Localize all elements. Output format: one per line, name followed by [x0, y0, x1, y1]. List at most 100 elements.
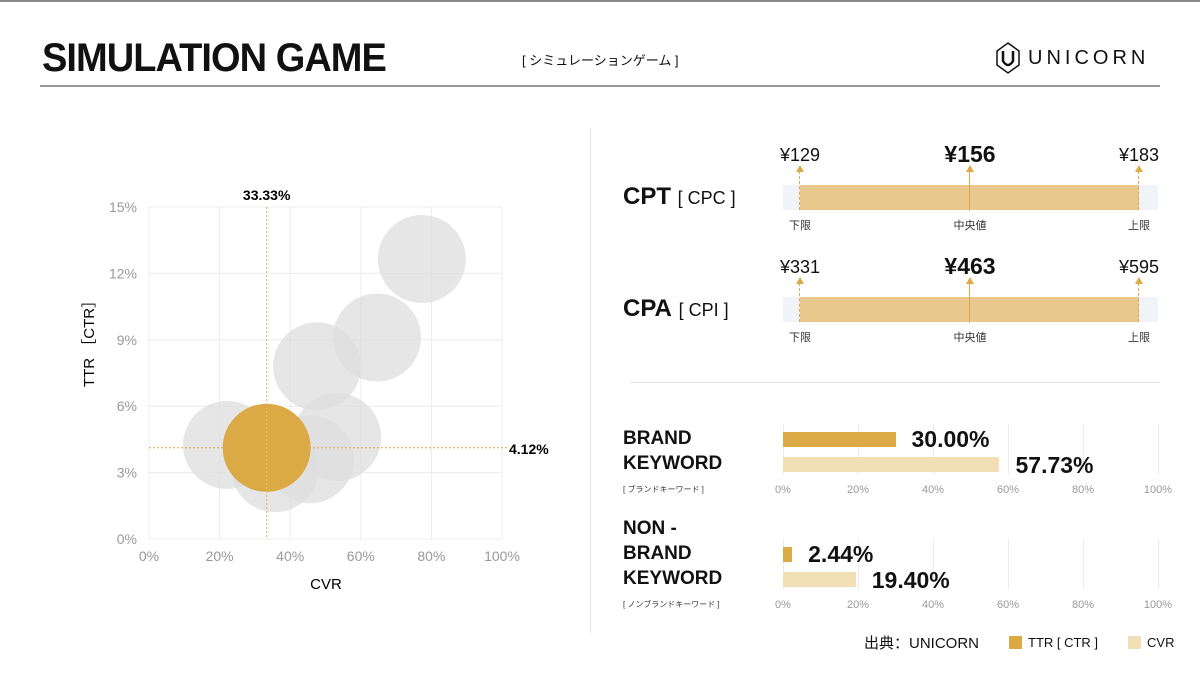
metric-sub: [ CPC ]: [677, 188, 736, 208]
arrow-up-icon: [796, 165, 804, 172]
range-label-high: 上限: [1128, 220, 1150, 232]
metric-name: CPT: [623, 183, 671, 210]
bar-tick-label: 100%: [1143, 599, 1173, 611]
bar-tick-label: 100%: [1143, 484, 1173, 496]
bar-gridline: [783, 539, 784, 589]
keyword-title-line: BRAND: [623, 428, 692, 449]
y-tick-label: 0%: [117, 531, 137, 547]
bar-gridline: [783, 424, 784, 474]
keyword-subtitle: [ ブランドキーワード ]: [623, 485, 704, 494]
bar-gridline: [858, 539, 859, 589]
bar-tick-label: 20%: [846, 599, 870, 611]
bubble: [377, 215, 466, 304]
bar-tick-label: 60%: [996, 484, 1020, 496]
range-value-mid: ¥156: [944, 141, 996, 167]
bar-tick-label: 80%: [1071, 484, 1095, 496]
page-subtitle: [ シミュレーションゲーム ]: [522, 53, 679, 68]
keyword-title: BRAND KEYWORD: [623, 426, 722, 476]
bar-gridline: [1158, 539, 1159, 589]
keyword-title: NON - BRAND KEYWORD: [623, 516, 722, 591]
range-label-mid: 中央値: [953, 220, 987, 232]
range-value-mid: ¥463: [944, 253, 996, 279]
range-label-low: 下限: [789, 332, 811, 344]
legend-swatch-ttr: [1009, 636, 1022, 649]
bubble-chart: 0% 20% 40% 60% 80% 100% 0% 3% 6% 9% 12% 15% 33.33% 4.…: [81, 187, 549, 593]
bar-gridline: [1008, 539, 1009, 589]
x-tick-label: 20%: [206, 548, 234, 564]
metric-label: CPA [ CPI ]: [623, 295, 729, 323]
y-tick-label: 6%: [117, 398, 137, 414]
arrow-up-icon: [966, 165, 974, 172]
x-axis-label: CVR: [310, 576, 342, 593]
bar-tick-label: 0%: [775, 484, 791, 496]
bar-cvr-label: 57.73%: [1015, 452, 1094, 478]
bar-tick-label: 20%: [846, 484, 870, 496]
bar-tick-label: 60%: [996, 599, 1020, 611]
y-tick-label: 15%: [109, 199, 137, 215]
arrow-up-icon: [1135, 165, 1143, 172]
x-tick-label: 0%: [139, 548, 159, 564]
x-tick-label: 60%: [347, 548, 375, 564]
bar-gridline: [1158, 424, 1159, 474]
bar-gridline: [933, 424, 934, 474]
range-label-low: 下限: [789, 220, 811, 232]
range-marker-low: [799, 171, 800, 210]
metric-name: CPA: [623, 295, 672, 322]
highlight-y-label: 4.12%: [509, 441, 549, 457]
x-tick-label: 40%: [276, 548, 304, 564]
arrow-up-icon: [966, 277, 974, 284]
range-label-mid: 中央値: [953, 332, 987, 344]
range-marker-high: [1138, 171, 1139, 210]
legend: 出典：UNICORN TTR [ CTR ] CVR: [864, 632, 1175, 653]
y-axis-label: TTR ［CTR］: [81, 293, 98, 387]
y-tick-label: 12%: [109, 265, 137, 281]
bar-tick-label: 0%: [775, 599, 791, 611]
page-title: SIMULATION GAME: [42, 36, 387, 80]
bar-ttr: [783, 432, 896, 447]
range-value-high: ¥595: [1118, 257, 1160, 277]
range-value-low: ¥331: [779, 257, 821, 277]
keyword-title-line: KEYWORD: [623, 568, 723, 589]
bar-gridline: [1083, 539, 1084, 589]
bar-gridline: [1083, 424, 1084, 474]
bar-tick-label: 40%: [921, 484, 945, 496]
highlight-x-label: 33.33%: [243, 187, 291, 203]
header-divider: [40, 85, 1160, 87]
keyword-title-line: BRAND: [623, 543, 692, 564]
legend-swatch-cvr: [1128, 636, 1142, 649]
range-value-high: ¥183: [1118, 145, 1160, 165]
y-tick-label: 3%: [117, 465, 137, 481]
bar-gridline: [1008, 424, 1009, 474]
source-note: 出典：UNICORN: [864, 635, 979, 652]
range-value-low: ¥129: [779, 145, 821, 165]
legend-label-cvr: CVR: [1147, 635, 1175, 650]
logo: UNICORN: [996, 42, 1149, 74]
metric-sub: [ CPI ]: [678, 300, 729, 320]
range-marker-mid: [969, 283, 970, 323]
section-divider: [630, 382, 1160, 383]
bar-cvr-label: 19.40%: [871, 567, 950, 593]
keyword-title-line: KEYWORD: [623, 453, 723, 474]
bar-ttr-label: 2.44%: [808, 541, 874, 567]
x-tick-label: 100%: [484, 548, 520, 564]
legend-label-ttr: TTR [ CTR ]: [1028, 635, 1099, 650]
y-tick-label: 9%: [117, 332, 137, 348]
bar-ttr: [783, 547, 793, 562]
vertical-divider: [590, 128, 591, 633]
range-marker-high: [1138, 283, 1139, 322]
bar-gridline: [933, 539, 934, 589]
bubble: [273, 322, 362, 411]
bar-tick-label: 40%: [921, 599, 945, 611]
bar-tick-label: 80%: [1071, 599, 1095, 611]
bar-gridline: [858, 424, 859, 474]
metric-label: CPT [ CPC ]: [623, 183, 736, 211]
range-marker-mid: [969, 171, 970, 211]
arrow-up-icon: [796, 277, 804, 284]
keyword-title-line: NON -: [623, 518, 677, 539]
keyword-subtitle: [ ノンブランドキーワード ]: [623, 600, 720, 609]
bar-cvr: [783, 572, 856, 587]
arrow-up-icon: [1135, 277, 1143, 284]
x-tick-label: 80%: [417, 548, 445, 564]
logo-text: UNICORN: [1028, 46, 1150, 69]
